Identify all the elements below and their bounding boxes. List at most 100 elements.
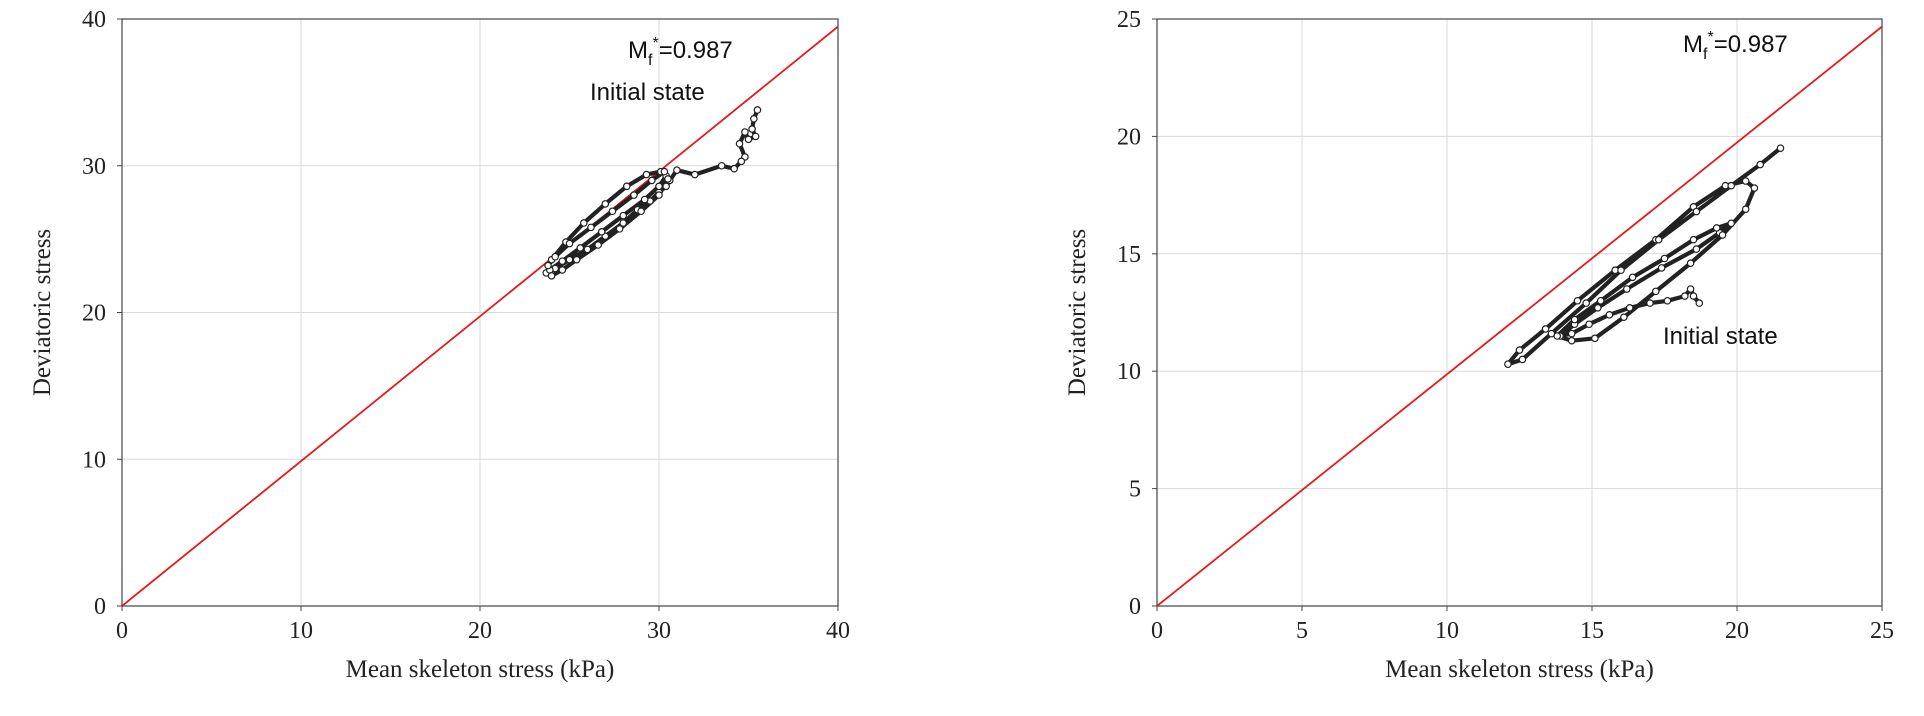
label-value: =0.987 bbox=[1714, 31, 1788, 58]
y-tick-label: 0 bbox=[1129, 594, 1141, 620]
label-subscript: f bbox=[648, 52, 653, 69]
stress-path-point bbox=[1741, 205, 1750, 213]
stress-path-point bbox=[1686, 259, 1695, 267]
failure-line-label: Mf*=0.987 bbox=[628, 35, 733, 69]
stress-path-point bbox=[751, 132, 760, 141]
stress-path-point bbox=[630, 191, 638, 199]
failure-line bbox=[122, 25, 838, 606]
y-tick-label: 30 bbox=[82, 154, 106, 180]
stress-path-point bbox=[1547, 329, 1556, 338]
stress-path-point bbox=[1573, 296, 1582, 305]
stress-path-point bbox=[1718, 231, 1727, 239]
y-axis-label: Deviatoric stress bbox=[1064, 229, 1091, 396]
stress-path-point bbox=[1567, 329, 1576, 338]
stress-path-point bbox=[750, 114, 758, 123]
stress-path-point bbox=[642, 170, 651, 179]
y-tick-label: 20 bbox=[1117, 124, 1141, 150]
stress-path-point bbox=[741, 128, 749, 136]
stress-path-point bbox=[662, 182, 670, 191]
plot-frame bbox=[1156, 18, 1883, 607]
x-tick-label: 20 bbox=[1725, 618, 1749, 644]
stress-path-point bbox=[597, 227, 606, 236]
stress-path-point bbox=[744, 135, 753, 144]
stress-path-point bbox=[1727, 219, 1736, 228]
stress-path-point bbox=[1594, 304, 1602, 312]
stress-path-point bbox=[1646, 299, 1654, 307]
stress-path-point bbox=[1692, 245, 1701, 253]
stress-path-point bbox=[1663, 296, 1672, 305]
stress-path-point bbox=[1620, 313, 1628, 321]
stress-path-point bbox=[601, 200, 610, 208]
x-tick-label: 0 bbox=[116, 618, 128, 644]
stress-path-point bbox=[565, 239, 574, 248]
stress-path-point bbox=[637, 207, 645, 216]
stress-path-point bbox=[1567, 336, 1576, 345]
stress-path-point bbox=[1654, 235, 1663, 244]
stress-path-point bbox=[1689, 292, 1698, 300]
stress-path-point bbox=[619, 211, 628, 220]
stress-path-point bbox=[673, 166, 681, 174]
stress-path-point bbox=[1582, 299, 1591, 307]
y-tick-label: 0 bbox=[94, 594, 106, 620]
label-subscript: f bbox=[1703, 46, 1708, 63]
failure-line bbox=[1157, 25, 1882, 606]
stress-path-point bbox=[1596, 296, 1605, 305]
stress-path-point bbox=[615, 225, 624, 233]
stress-path-line bbox=[544, 107, 760, 278]
y-tick-label: 10 bbox=[82, 447, 106, 473]
stress-path-point bbox=[664, 175, 672, 183]
stress-path-point bbox=[1681, 292, 1689, 300]
stress-path-point bbox=[583, 245, 592, 254]
stress-path-point bbox=[619, 219, 628, 227]
stress-path-point bbox=[735, 139, 744, 148]
y-tick-label: 10 bbox=[1117, 359, 1141, 385]
stress-path-point bbox=[1741, 177, 1750, 185]
x-tick-label: 10 bbox=[1435, 618, 1459, 644]
stress-path-point bbox=[544, 261, 552, 270]
stress-path-point bbox=[576, 244, 585, 252]
stress-path-point bbox=[655, 182, 663, 191]
stress-path-point bbox=[1750, 184, 1759, 192]
stress-path-point bbox=[1518, 355, 1527, 364]
stress-path-point bbox=[1689, 235, 1698, 244]
x-tick-label: 5 bbox=[1296, 618, 1308, 644]
stress-path-point bbox=[1756, 160, 1765, 169]
y-tick-label: 40 bbox=[82, 7, 106, 33]
stress-path-point bbox=[587, 223, 595, 232]
chart-right: 0 5 10 15 20 25 0 5 10 15 20 25 Mean skeleton stress… bbox=[1064, 7, 1894, 683]
y-tick-label: 15 bbox=[1117, 242, 1141, 268]
label-symbol: M bbox=[628, 37, 648, 64]
stress-path-point bbox=[594, 241, 602, 249]
initial-state-annotation: Initial state bbox=[590, 79, 705, 106]
label-superscript: * bbox=[1707, 29, 1713, 46]
stress-path-point bbox=[558, 257, 567, 265]
stress-path-point bbox=[1628, 273, 1637, 282]
stress-path-point bbox=[572, 255, 581, 264]
stress-path-point bbox=[1585, 320, 1593, 329]
stress-path-point bbox=[1712, 224, 1721, 232]
y-tick-label: 25 bbox=[1117, 7, 1141, 33]
stress-path-point bbox=[640, 195, 649, 204]
y-axis-label: Deviatoric stress bbox=[29, 229, 56, 396]
x-tick-label: 25 bbox=[1870, 618, 1894, 644]
label-value: =0.987 bbox=[659, 37, 733, 64]
stress-path-point bbox=[660, 167, 669, 176]
initial-state-annotation: Initial state bbox=[1663, 323, 1778, 350]
stress-path-point bbox=[737, 157, 746, 166]
stress-path-point bbox=[730, 164, 738, 173]
x-tick-label: 15 bbox=[1580, 618, 1604, 644]
stress-path-point bbox=[622, 182, 631, 191]
stress-path-point bbox=[1504, 360, 1512, 368]
stress-path-point bbox=[1625, 304, 1634, 312]
stress-path-point bbox=[1727, 181, 1736, 190]
stress-path-point bbox=[1617, 266, 1625, 275]
stress-path-point bbox=[1660, 254, 1669, 263]
stress-path-point bbox=[1515, 346, 1524, 354]
stress-path-point bbox=[1652, 287, 1660, 296]
stress-path-point bbox=[1695, 299, 1704, 307]
chart-left: 0 10 20 30 40 0 10 20 30 40 Mean skeleton stress (… bbox=[29, 7, 850, 683]
stress-path-point bbox=[1570, 315, 1579, 324]
x-tick-label: 30 bbox=[647, 618, 671, 644]
stress-path-point bbox=[1541, 325, 1550, 333]
stress-path-point bbox=[608, 207, 617, 216]
